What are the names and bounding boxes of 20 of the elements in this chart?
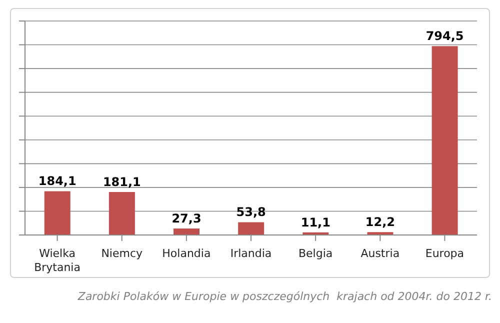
x-tick-label: Holandia: [162, 247, 211, 260]
data-label: 53,8: [236, 205, 266, 220]
x-tick-label: Irlandia: [230, 247, 272, 260]
x-tick-label: Niemcy: [101, 247, 144, 260]
data-label: 794,5: [426, 29, 464, 44]
x-tick-label: Belgia: [298, 247, 333, 260]
data-label: 184,1: [38, 174, 76, 188]
data-label: 12,2: [365, 215, 396, 230]
data-label: 27,3: [172, 212, 202, 226]
text: Zarobki Polaków w Europie w poszczególnych krajach od 2004r. do 2012 r.: [76, 290, 492, 303]
x-tick-label: Austria: [360, 247, 400, 260]
bar: [238, 222, 264, 235]
bar: [174, 228, 200, 235]
bar: [432, 46, 458, 235]
x-tick-label: Wielka Brytania: [34, 247, 80, 274]
data-label: 181,1: [102, 174, 141, 189]
bar: [108, 192, 135, 235]
data-label: 11,1: [300, 215, 330, 230]
x-tick-label: Europa: [425, 247, 464, 260]
bar: [44, 191, 70, 235]
